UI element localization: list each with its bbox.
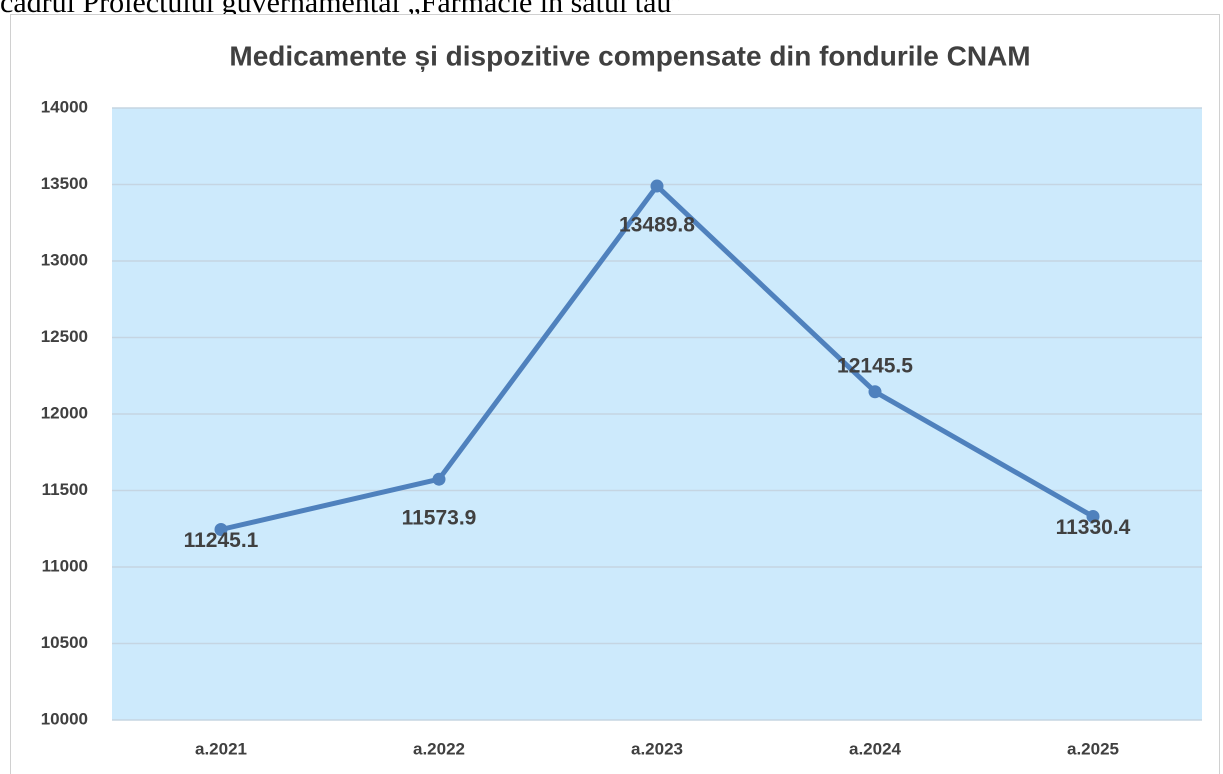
x-tick-label: a.2024 (849, 739, 902, 758)
y-tick-label: 10500 (41, 633, 88, 652)
y-tick-label: 10000 (41, 709, 88, 728)
x-tick-label: a.2021 (195, 739, 247, 758)
data-label: 11245.1 (184, 529, 259, 552)
y-tick-label: 13000 (41, 250, 88, 269)
y-tick-label: 12500 (41, 327, 88, 346)
marker (214, 522, 228, 536)
x-tick-label: a.2025 (1067, 739, 1119, 758)
y-tick-label: 13500 (41, 174, 88, 193)
chart-title: Medicamente și dispozitive compensate di… (229, 40, 1030, 71)
y-tick-label: 11500 (42, 480, 88, 499)
marker (650, 179, 664, 193)
x-tick-label: a.2022 (413, 739, 465, 758)
x-tick-label: a.2023 (631, 739, 683, 758)
y-tick-label: 12000 (41, 403, 88, 422)
data-label: 11573.9 (402, 507, 477, 530)
y-tick-label: 14000 (41, 97, 88, 116)
marker (868, 385, 882, 399)
y-tick-label: 11000 (42, 556, 88, 575)
data-label: 13489.8 (619, 214, 695, 237)
data-label: 11330.4 (1056, 516, 1131, 539)
marker (432, 472, 446, 486)
marker (1086, 509, 1100, 523)
data-label: 12145.5 (837, 354, 913, 377)
